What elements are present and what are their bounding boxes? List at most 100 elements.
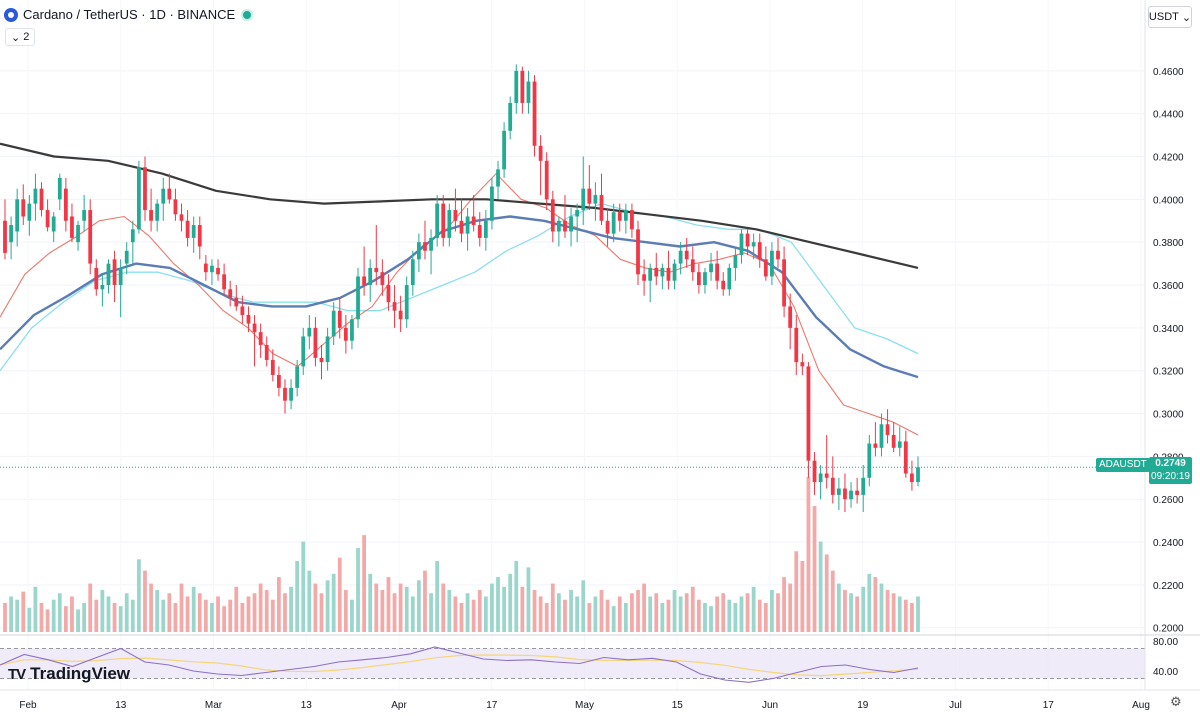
candle-body (173, 199, 178, 215)
volume-bar (27, 607, 32, 632)
volume-bar (118, 606, 123, 632)
candle-body (630, 210, 634, 230)
volume-bar (520, 586, 525, 632)
volume-bar (538, 596, 543, 632)
time-tick-label: 13 (115, 700, 127, 711)
candle-body (295, 366, 300, 388)
volume-bar (696, 599, 701, 632)
volume-bar (51, 599, 56, 632)
price-tick-label: 0.3000 (1153, 410, 1184, 421)
volume-bar (398, 583, 403, 632)
candle-body (392, 302, 397, 311)
volume-bar (380, 590, 385, 632)
volume-bar (258, 583, 263, 632)
tradingview-logo[interactable]: TV TradingView (8, 664, 130, 684)
candle-body (684, 250, 689, 260)
volume-bar (246, 596, 251, 632)
volume-bar (709, 606, 713, 632)
volume-bar (745, 593, 750, 632)
candle-body (264, 344, 269, 360)
volume-bar (301, 541, 306, 632)
volume-bar (277, 577, 281, 632)
volume-bar (788, 583, 793, 632)
candle-body (45, 210, 50, 228)
candle-body (824, 473, 829, 478)
volume-bar (295, 560, 300, 632)
volume-bar (417, 580, 421, 632)
volume-bar (386, 577, 391, 632)
price-tick-label: 0.3600 (1153, 281, 1184, 292)
volume-bar (556, 593, 561, 632)
volume-bar (666, 599, 671, 632)
price-tick-label: 0.2600 (1153, 495, 1184, 506)
chart-title-bar[interactable]: Cardano / TetherUS · 1D · BINANCE (4, 7, 252, 22)
price-tick-label: 0.4600 (1153, 67, 1184, 78)
volume-bar (727, 599, 732, 632)
time-tick-label: 15 (672, 700, 684, 711)
candle-body (368, 267, 373, 286)
candle-body (867, 443, 872, 478)
candle-body (124, 250, 129, 264)
volume-bar (9, 596, 13, 632)
candle-body (228, 289, 233, 298)
candle-body (654, 267, 659, 277)
volume-bar (611, 606, 616, 632)
candle-body (167, 188, 172, 200)
candle-body (441, 203, 446, 238)
volume-bar (581, 580, 586, 632)
candle-body (891, 434, 896, 448)
volume-bar (307, 570, 312, 632)
indicator-toggle-button[interactable]: ⌄ 2 (5, 28, 36, 46)
volume-bar (289, 586, 293, 632)
volume-bar (526, 567, 531, 632)
time-tick-label: Aug (1132, 700, 1150, 711)
currency-selector[interactable]: USDT ⌄ (1148, 6, 1192, 28)
volume-bar (569, 590, 573, 632)
time-tick-label: Jul (949, 700, 962, 711)
candle-body (703, 272, 707, 286)
volume-bar (94, 599, 99, 632)
volume-bar (264, 590, 269, 632)
candle-body (733, 255, 738, 268)
candle-body (155, 203, 160, 221)
volume-bar (770, 590, 774, 632)
ma-black-line (0, 142, 919, 269)
candle-body (21, 199, 26, 217)
volume-bar (630, 593, 634, 632)
rsi-tick-label: 40.00 (1153, 667, 1178, 678)
volume-bar (410, 596, 415, 632)
candle-body (149, 210, 153, 221)
candle-body (916, 467, 920, 483)
volume-layer (3, 477, 920, 632)
candle-body (410, 259, 415, 286)
candle-body (581, 188, 586, 211)
rsi-layer: 80.00 40.00 (0, 634, 1200, 683)
volume-bar (776, 593, 780, 632)
candle-body (465, 216, 470, 234)
volume-bar (210, 602, 214, 632)
grid-layer (0, 70, 1145, 629)
candle-body (502, 130, 506, 170)
candle-body (246, 315, 251, 324)
candle-body (843, 488, 847, 500)
candle-body (715, 263, 720, 281)
gear-icon[interactable]: ⚙ (1170, 694, 1182, 709)
candle-body (39, 188, 44, 211)
volume-bar (873, 577, 878, 632)
candle-body (563, 220, 567, 232)
volume-bar (605, 599, 610, 632)
volume-bar (368, 573, 373, 632)
candle-body (800, 362, 805, 367)
candle-body (556, 220, 561, 232)
volume-bar (885, 590, 890, 632)
candle-body (137, 167, 141, 230)
time-tick-label: Apr (391, 700, 407, 711)
volume-bar (599, 590, 604, 632)
candle-body (490, 186, 494, 221)
volume-bar (544, 602, 549, 632)
chevron-down-icon: ⌄ (11, 31, 21, 44)
volume-bar (806, 477, 811, 632)
volume-bar (897, 596, 902, 632)
candle-body (417, 242, 421, 260)
